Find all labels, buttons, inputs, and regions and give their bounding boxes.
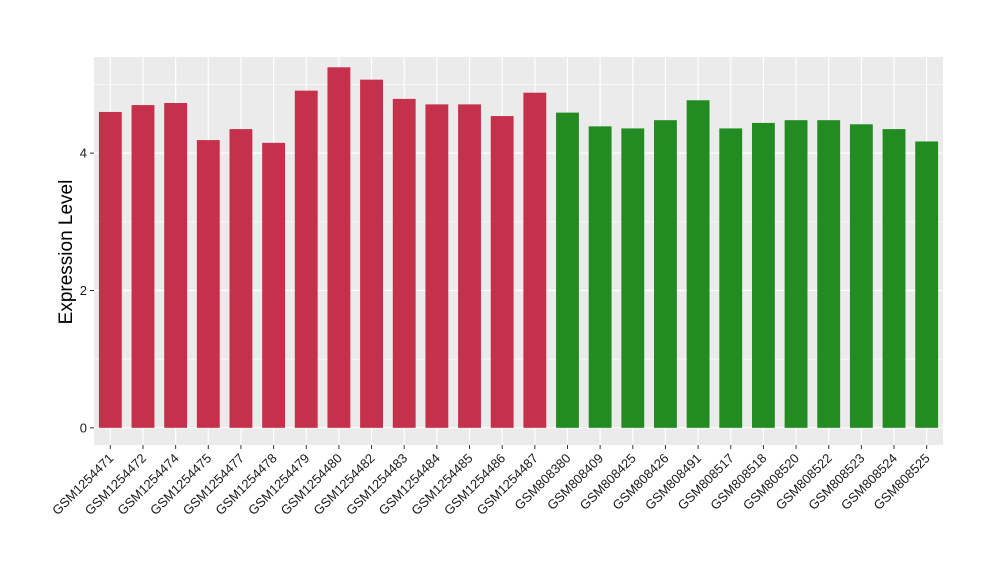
y-tick-label: 0 bbox=[80, 420, 87, 435]
plot-panel bbox=[94, 57, 943, 445]
y-axis: 0 2 4 bbox=[80, 146, 94, 435]
bar bbox=[327, 67, 351, 428]
bar bbox=[751, 122, 775, 428]
bar bbox=[654, 120, 677, 428]
bar bbox=[523, 92, 547, 428]
x-axis: GSM1254471GSM1254472GSM1254474GSM1254475… bbox=[49, 445, 933, 518]
bar bbox=[425, 104, 449, 428]
bar bbox=[131, 105, 155, 428]
bar bbox=[556, 112, 579, 428]
bar bbox=[719, 128, 743, 428]
bar bbox=[164, 103, 188, 428]
y-tick-label: 2 bbox=[80, 283, 87, 298]
bar bbox=[98, 111, 122, 428]
bar bbox=[392, 98, 416, 428]
bar bbox=[458, 104, 481, 428]
bar bbox=[588, 126, 612, 428]
bar bbox=[784, 120, 808, 428]
bar bbox=[196, 140, 220, 428]
bar bbox=[360, 79, 383, 428]
bar bbox=[686, 100, 710, 428]
bar bbox=[262, 142, 286, 428]
bar bbox=[229, 129, 253, 428]
y-axis-title: Expression Level bbox=[56, 180, 77, 325]
bar bbox=[882, 129, 906, 428]
y-tick-label: 4 bbox=[80, 146, 87, 161]
bar bbox=[490, 116, 514, 428]
bar bbox=[621, 128, 645, 428]
bar bbox=[294, 90, 318, 428]
bar bbox=[849, 124, 873, 428]
bar bbox=[915, 141, 939, 428]
bar bbox=[817, 120, 841, 428]
bars bbox=[98, 67, 939, 428]
